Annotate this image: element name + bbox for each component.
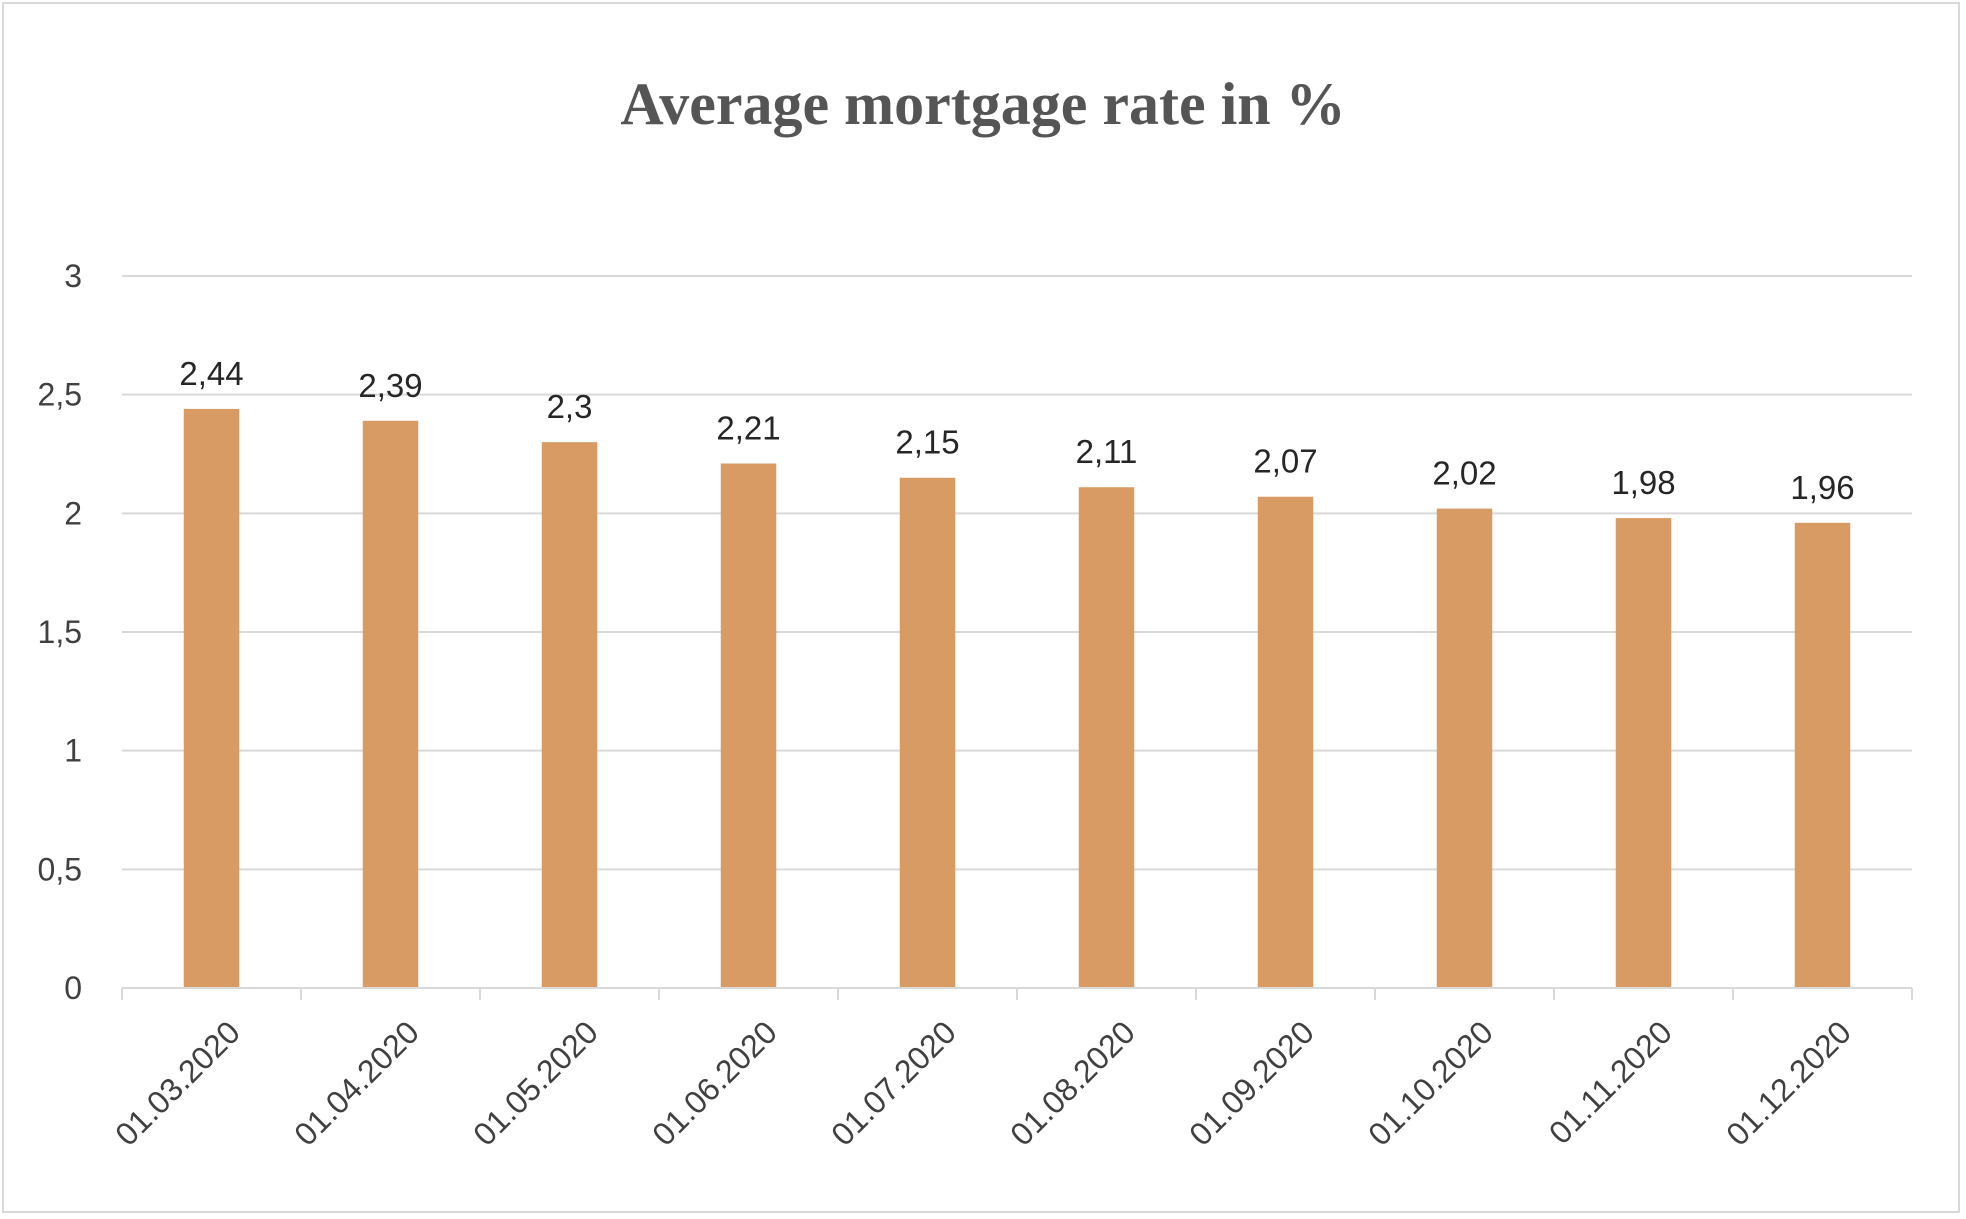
x-tick-label: 01.08.2020 [1003,1014,1142,1153]
bar [362,420,419,989]
x-tick-label: 01.05.2020 [466,1014,605,1153]
x-tick-label: 01.12.2020 [1719,1014,1858,1153]
chart-title: Average mortgage rate in % [620,71,1346,137]
bar [1615,518,1672,988]
y-tick-label: 3 [64,258,82,294]
y-tick-label: 2 [64,495,82,531]
data-labels: 2,44 2,39 2,3 2,21 2,15 2,11 2,07 2,02 1,98 1,96 [179,355,1854,506]
bar [720,463,777,988]
x-tick-label: 01.10.2020 [1361,1014,1500,1153]
y-axis-tick-labels: 0 0,5 1 1,5 2 2,5 3 [38,258,82,1006]
x-tick-label: 01.07.2020 [824,1014,963,1153]
gridlines [122,275,1912,871]
bar [1257,496,1314,988]
x-tick-label: 01.04.2020 [287,1014,426,1153]
bars [183,408,1851,989]
x-tick-label: 01.06.2020 [645,1014,784,1153]
data-label: 2,3 [547,388,593,425]
y-tick-label: 1,5 [38,614,82,650]
bar [541,442,598,989]
data-label: 2,11 [1076,433,1138,470]
data-label: 2,02 [1432,455,1496,492]
bar [1794,522,1851,988]
bar [1078,487,1135,988]
y-tick-label: 1 [64,733,82,769]
x-tick-label: 01.03.2020 [108,1014,247,1153]
data-label: 2,15 [895,424,959,461]
data-label: 2,39 [358,367,422,404]
bar [1436,508,1493,988]
bar [899,477,956,988]
data-label: 2,21 [716,409,780,446]
y-tick-label: 0,5 [38,851,82,887]
data-label: 2,07 [1253,443,1317,480]
y-tick-label: 0 [64,970,82,1006]
x-tick-label: 01.11.2020 [1542,1014,1679,1151]
x-tick-label: 01.09.2020 [1182,1014,1321,1153]
y-tick-label: 2,5 [38,377,82,413]
x-axis: 01.03.2020 01.04.2020 01.05.2020 01.06.2020… [108,987,1913,1153]
bar [183,408,240,988]
data-label: 2,44 [179,355,243,392]
data-label: 1,96 [1790,469,1854,506]
data-label: 1,98 [1611,464,1675,501]
